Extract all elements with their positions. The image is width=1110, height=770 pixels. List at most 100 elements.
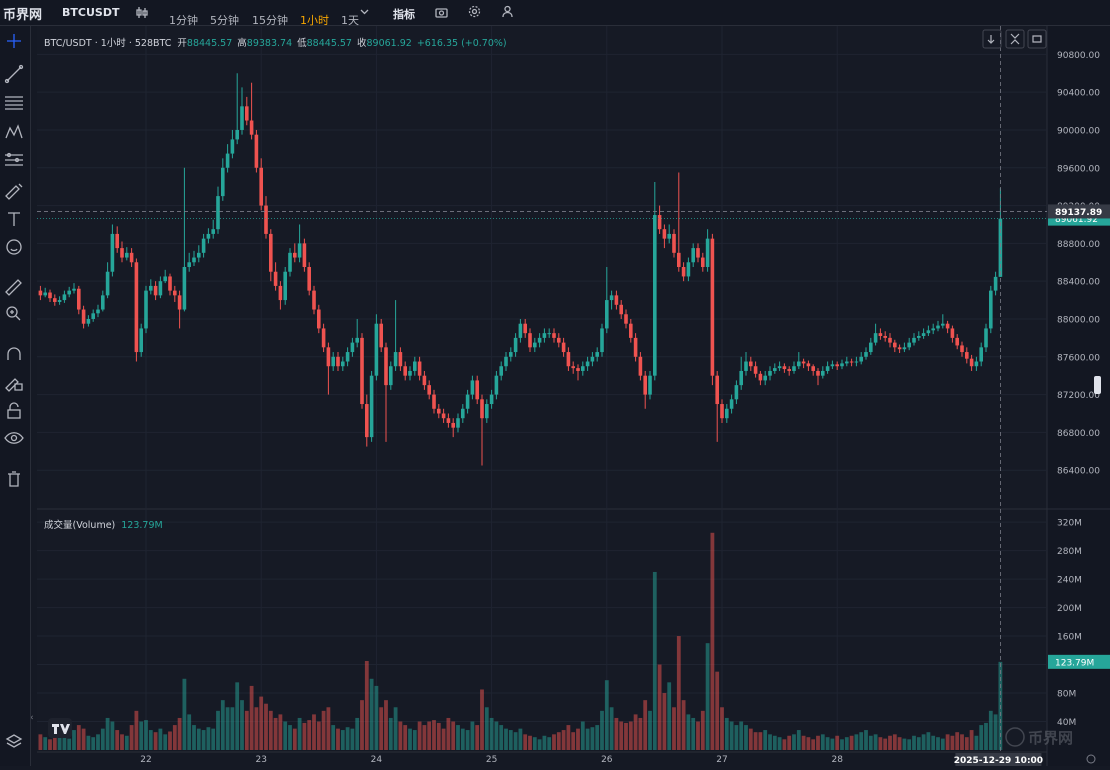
candle-body bbox=[777, 366, 782, 369]
settings-icon[interactable] bbox=[468, 5, 481, 18]
volume-bar bbox=[206, 727, 211, 750]
projection-tool[interactable] bbox=[5, 152, 23, 166]
candle-type-icon[interactable] bbox=[136, 6, 148, 19]
symbol[interactable]: BTCUSDT bbox=[62, 6, 120, 19]
measure-tool[interactable] bbox=[5, 279, 22, 296]
price-tick-label: 86800.00 bbox=[1057, 429, 1100, 439]
indicators-button[interactable]: 指标 bbox=[393, 8, 415, 21]
volume-bar bbox=[302, 722, 307, 750]
chart-control-button[interactable] bbox=[1005, 29, 1025, 49]
price-tick-label: 87600.00 bbox=[1057, 353, 1100, 363]
account-icon[interactable] bbox=[501, 5, 514, 18]
volume-bar bbox=[883, 738, 888, 750]
volume-bar bbox=[609, 707, 614, 750]
candle-body bbox=[739, 370, 743, 386]
layers-tool[interactable] bbox=[5, 734, 23, 748]
candle-body bbox=[691, 248, 695, 263]
zoom-tool[interactable] bbox=[6, 306, 21, 321]
candle-body bbox=[509, 352, 513, 357]
candle-body bbox=[206, 233, 211, 239]
volume-bar bbox=[249, 685, 254, 750]
candle-body bbox=[192, 257, 196, 263]
candle-body bbox=[379, 323, 383, 348]
volume-bar bbox=[268, 710, 273, 750]
crosshair-tool[interactable] bbox=[7, 34, 21, 48]
volume-bar bbox=[96, 734, 100, 750]
candle-body bbox=[681, 267, 686, 277]
volume-bar bbox=[43, 737, 48, 750]
volume-bar bbox=[806, 737, 811, 750]
volume-bar bbox=[456, 725, 460, 750]
volume-bar bbox=[67, 738, 72, 750]
chart-control-button[interactable] bbox=[1027, 29, 1047, 49]
candle-body bbox=[264, 205, 268, 234]
price-tick-label: 88400.00 bbox=[1057, 278, 1100, 288]
candle-body bbox=[926, 330, 931, 334]
volume-bar bbox=[163, 734, 168, 750]
text-tool[interactable] bbox=[8, 212, 20, 226]
crosshair-time-label: 2025-12-29 10:00 bbox=[954, 756, 1043, 766]
candle-body bbox=[710, 238, 715, 376]
delete-tool[interactable] bbox=[8, 471, 20, 487]
candle-body bbox=[489, 394, 494, 405]
candle-body bbox=[57, 300, 62, 302]
legend-value: 89383.74 bbox=[246, 38, 293, 49]
volume-bar bbox=[105, 717, 110, 750]
candle-body bbox=[585, 361, 590, 367]
volume-bar bbox=[144, 720, 148, 750]
candle-body bbox=[216, 196, 220, 230]
candle-body bbox=[595, 352, 599, 357]
candle-body bbox=[648, 375, 652, 395]
legend-value: 88445.57 bbox=[306, 38, 352, 49]
lock-drawings-tool[interactable] bbox=[5, 378, 23, 392]
candle-body bbox=[811, 366, 815, 371]
volume-bar bbox=[307, 720, 312, 750]
snapshot-icon[interactable] bbox=[435, 6, 448, 18]
volume-bar bbox=[139, 721, 144, 750]
axis-settings[interactable] bbox=[1086, 754, 1096, 764]
candle-body bbox=[446, 418, 451, 423]
interval-option[interactable]: 15分钟 bbox=[252, 14, 288, 27]
candle-body bbox=[993, 276, 998, 291]
interval-option[interactable]: 5分钟 bbox=[210, 14, 239, 27]
candle-body bbox=[350, 342, 355, 353]
brush-tool[interactable] bbox=[5, 183, 23, 200]
magnet-tool[interactable] bbox=[7, 347, 21, 360]
candle-body bbox=[187, 262, 191, 267]
lock-tool[interactable] bbox=[7, 402, 21, 419]
interval-dropdown[interactable] bbox=[360, 9, 369, 15]
volume-bar bbox=[763, 730, 768, 750]
volume-bar bbox=[177, 717, 182, 750]
candle-body bbox=[297, 243, 302, 258]
interval-option[interactable]: 1分钟 bbox=[169, 14, 198, 27]
chart-control-button[interactable] bbox=[982, 29, 1002, 49]
chart-controls bbox=[982, 29, 1047, 49]
volume-bar bbox=[62, 737, 67, 750]
candle-body bbox=[158, 281, 163, 296]
volume-bar bbox=[676, 636, 681, 750]
candle-body bbox=[883, 335, 887, 338]
volume-bar bbox=[537, 739, 542, 750]
volume-bar bbox=[504, 728, 508, 750]
candle-body bbox=[408, 370, 412, 376]
volume-bar bbox=[585, 728, 590, 750]
emoji-tool[interactable] bbox=[6, 239, 22, 255]
pattern-tool[interactable] bbox=[5, 124, 23, 139]
volume-tick-label: 40M bbox=[1057, 718, 1076, 728]
volume-bar bbox=[225, 707, 230, 750]
fib-tool[interactable] bbox=[5, 96, 23, 110]
candle-body bbox=[686, 262, 691, 277]
scale-handle[interactable] bbox=[1094, 376, 1101, 394]
collapse-arrow: ‹ bbox=[30, 713, 34, 723]
volume-bar bbox=[91, 737, 96, 750]
visibility-tool[interactable] bbox=[4, 432, 24, 444]
volume-bar bbox=[235, 682, 240, 750]
trend-line-tool[interactable] bbox=[4, 64, 24, 84]
candle-body bbox=[753, 366, 758, 374]
candle-body bbox=[561, 342, 566, 353]
interval-option[interactable]: 1小时 bbox=[300, 14, 329, 27]
volume-bar bbox=[336, 728, 340, 750]
volume-bar bbox=[796, 730, 801, 750]
volume-bar bbox=[984, 722, 988, 750]
interval-option[interactable]: 1天 bbox=[341, 14, 359, 27]
